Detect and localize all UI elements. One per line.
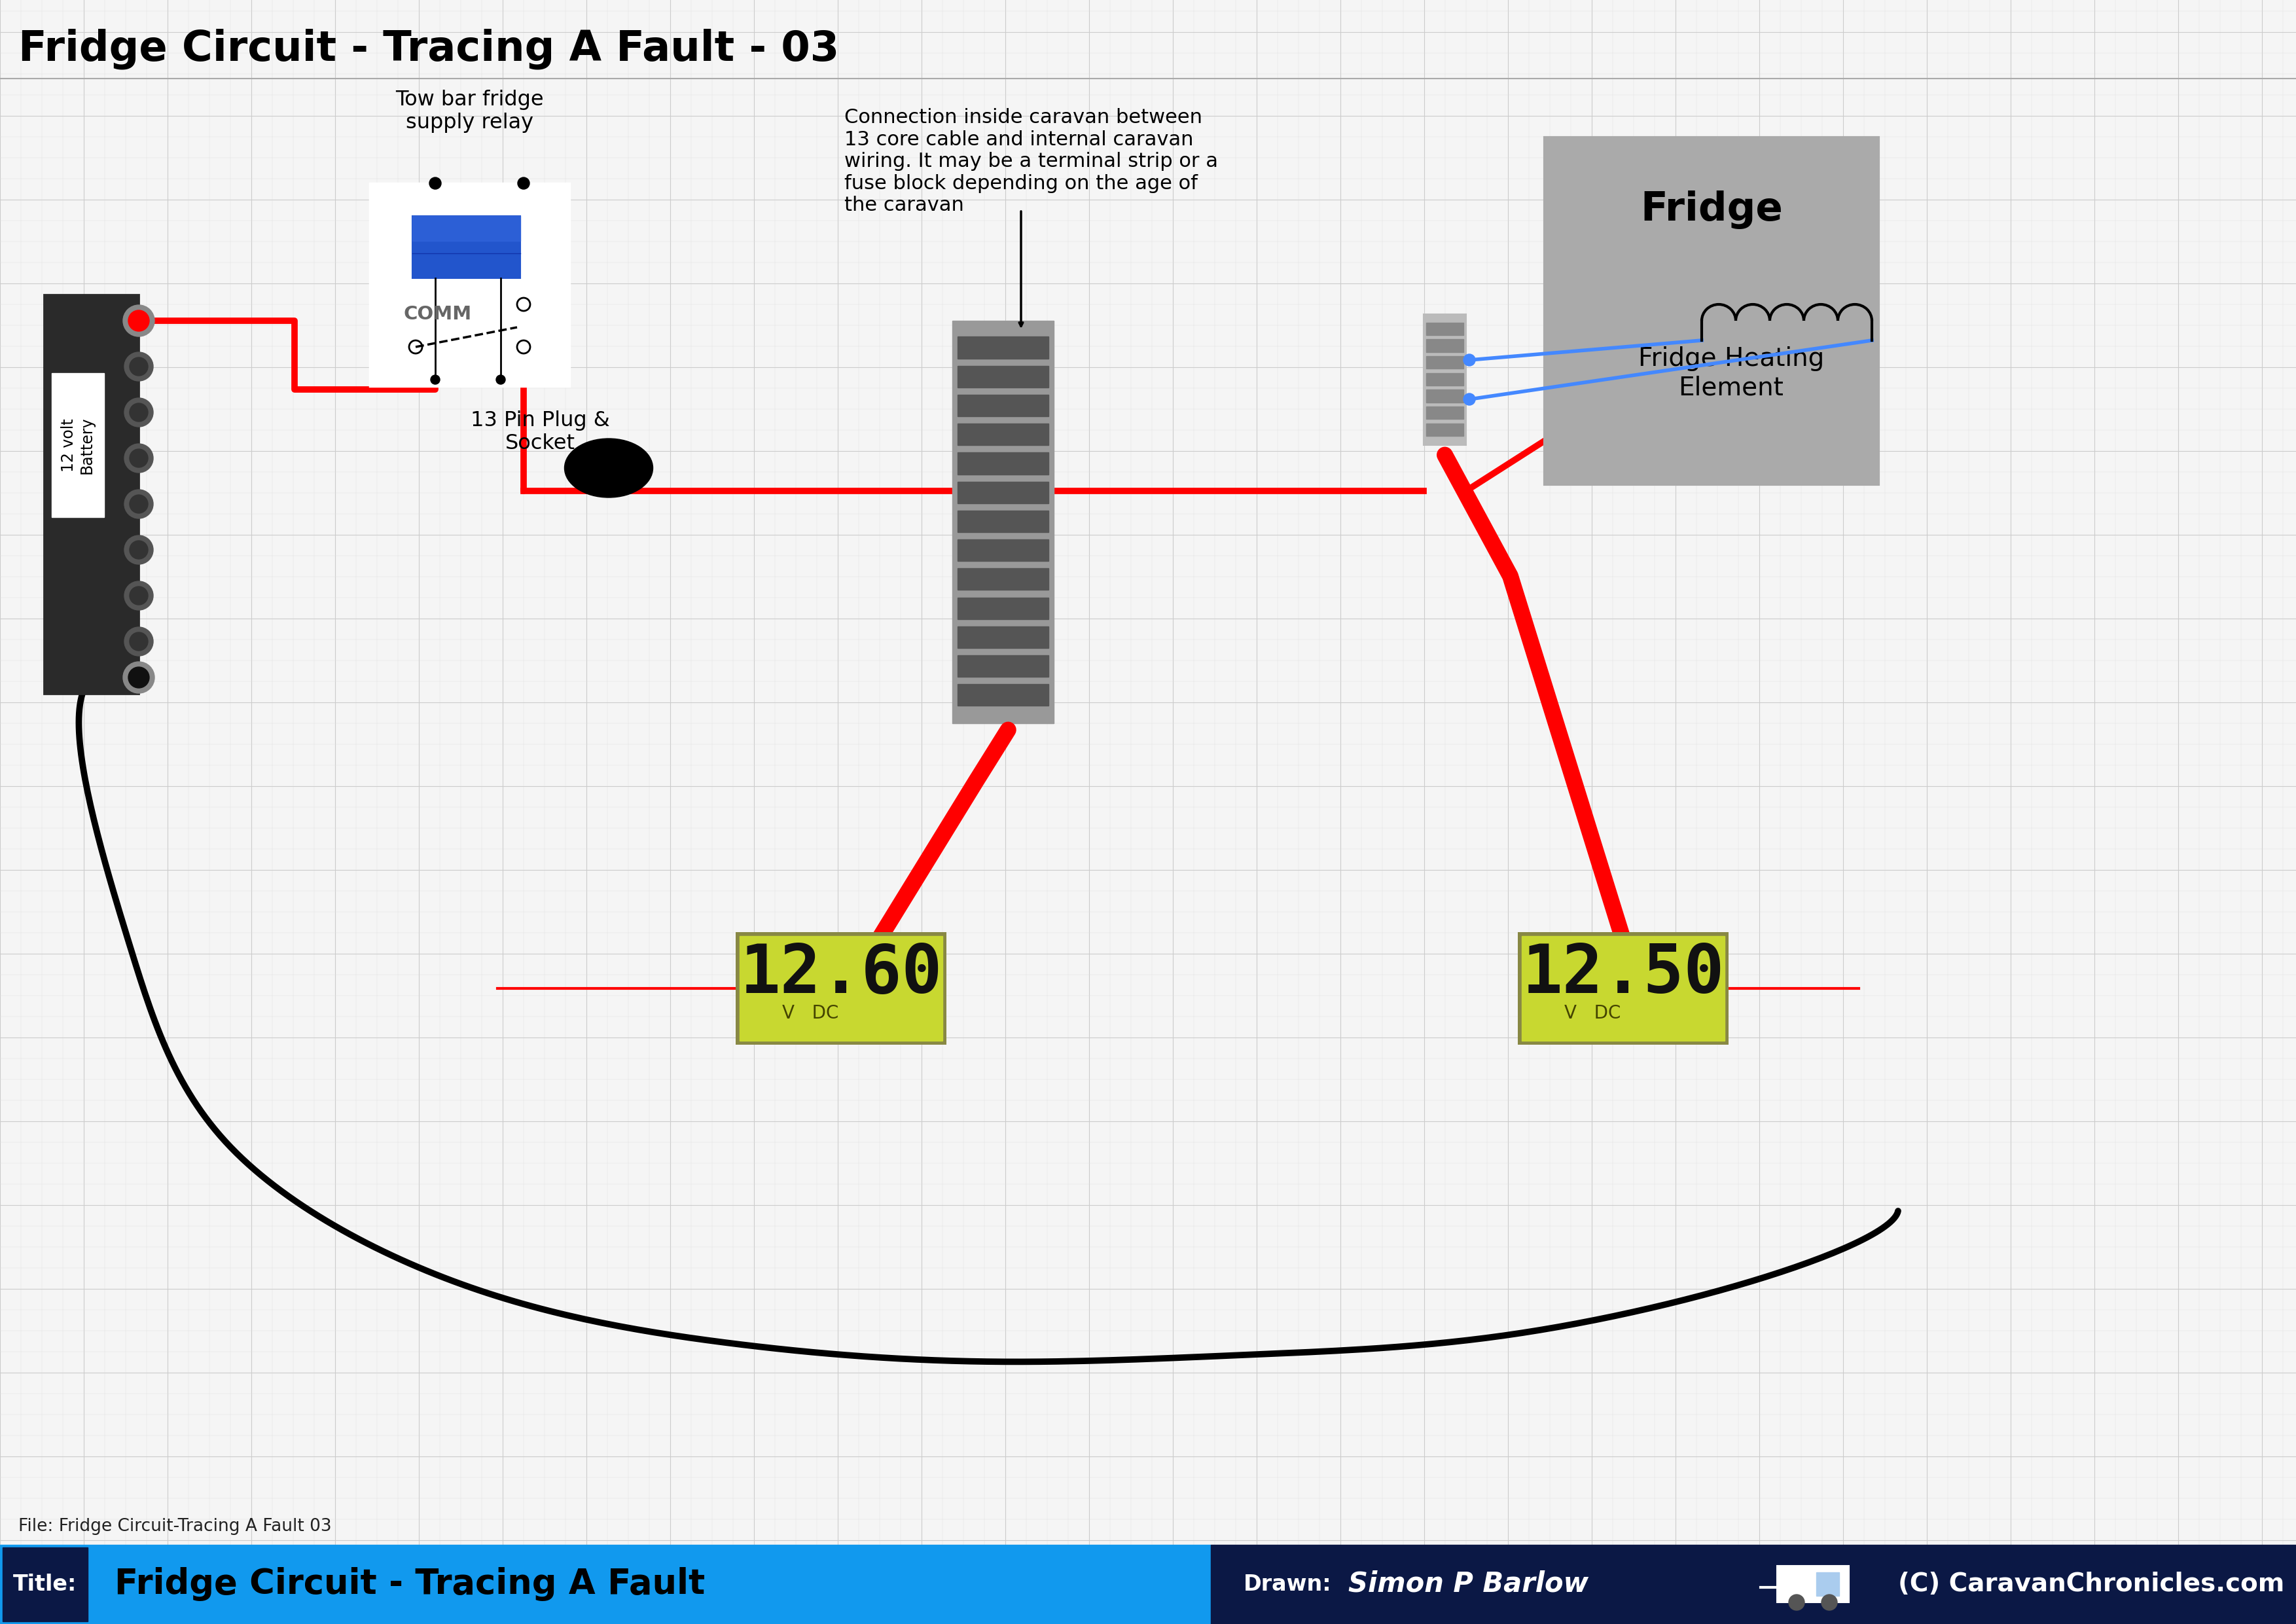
- Text: Tow bar fridge
supply relay: Tow bar fridge supply relay: [395, 89, 544, 133]
- Bar: [957, 453, 1049, 474]
- Text: V   DC: V DC: [783, 1004, 838, 1023]
- Bar: [1426, 406, 1463, 419]
- Bar: [957, 365, 1049, 388]
- Text: 12 volt
Battery: 12 volt Battery: [62, 416, 94, 474]
- Circle shape: [129, 632, 147, 651]
- Text: COMM: COMM: [404, 305, 473, 323]
- Bar: [1426, 323, 1463, 335]
- Bar: [1426, 356, 1463, 369]
- Bar: [957, 598, 1049, 619]
- Bar: [413, 216, 521, 278]
- Circle shape: [1821, 1595, 1837, 1611]
- Circle shape: [129, 357, 147, 375]
- Text: Fridge Circuit - Tracing A Fault: Fridge Circuit - Tracing A Fault: [115, 1567, 705, 1601]
- Bar: [1426, 390, 1463, 403]
- Ellipse shape: [565, 438, 652, 497]
- Text: 13 Pin Plug &
Socket: 13 Pin Plug & Socket: [471, 411, 611, 453]
- Text: Fridge: Fridge: [1639, 190, 1782, 229]
- Text: Simon P Barlow: Simon P Barlow: [1348, 1570, 1589, 1598]
- Circle shape: [124, 581, 154, 611]
- Bar: [957, 539, 1049, 562]
- Circle shape: [129, 495, 147, 513]
- Text: V   DC: V DC: [1564, 1004, 1621, 1023]
- Bar: [739, 935, 941, 1041]
- Bar: [1518, 932, 1729, 1044]
- Bar: [44, 294, 138, 693]
- Circle shape: [1463, 354, 1476, 365]
- Bar: [1816, 1572, 1839, 1596]
- Circle shape: [124, 627, 154, 656]
- Bar: [735, 932, 946, 1044]
- Bar: [957, 395, 1049, 416]
- Circle shape: [129, 586, 147, 604]
- Bar: [957, 627, 1049, 648]
- Bar: [957, 336, 1049, 359]
- Circle shape: [129, 667, 149, 689]
- Circle shape: [496, 375, 505, 385]
- Circle shape: [124, 443, 154, 473]
- Bar: [0, 1544, 1210, 1624]
- Text: Fridge Circuit - Tracing A Fault - 03: Fridge Circuit - Tracing A Fault - 03: [18, 29, 840, 70]
- Circle shape: [124, 307, 154, 335]
- Circle shape: [1463, 393, 1476, 404]
- Text: Fridge Heating
Element: Fridge Heating Element: [1637, 346, 1825, 400]
- Circle shape: [124, 305, 154, 336]
- Bar: [370, 184, 569, 387]
- Circle shape: [1789, 1595, 1805, 1611]
- Bar: [1545, 138, 1878, 484]
- Bar: [2, 1548, 87, 1621]
- Bar: [1777, 1566, 1848, 1603]
- Text: Connection inside caravan between
13 core cable and internal caravan
wiring. It : Connection inside caravan between 13 cor…: [845, 109, 1219, 214]
- Bar: [1426, 374, 1463, 385]
- Bar: [53, 374, 103, 516]
- Circle shape: [124, 398, 154, 427]
- Circle shape: [517, 177, 530, 188]
- Bar: [957, 481, 1049, 503]
- Bar: [413, 216, 521, 240]
- Text: (C) CaravanChronicles.com: (C) CaravanChronicles.com: [1899, 1572, 2285, 1596]
- Text: Title:: Title:: [14, 1574, 78, 1595]
- Circle shape: [129, 312, 147, 330]
- Bar: [957, 684, 1049, 706]
- Circle shape: [129, 450, 147, 468]
- Circle shape: [129, 310, 149, 331]
- Text: 12.50: 12.50: [1522, 942, 1724, 1007]
- Bar: [1426, 424, 1463, 435]
- Bar: [957, 424, 1049, 445]
- Text: Drawn:: Drawn:: [1244, 1574, 1332, 1595]
- Text: File: Fridge Circuit-Tracing A Fault 03: File: Fridge Circuit-Tracing A Fault 03: [18, 1518, 331, 1535]
- Circle shape: [124, 489, 154, 518]
- Circle shape: [129, 669, 147, 687]
- Bar: [957, 654, 1049, 677]
- Bar: [1210, 1544, 2296, 1624]
- Bar: [1522, 935, 1724, 1041]
- Circle shape: [129, 541, 147, 559]
- Bar: [957, 510, 1049, 533]
- Circle shape: [129, 403, 147, 422]
- Circle shape: [429, 177, 441, 188]
- Circle shape: [124, 663, 154, 692]
- Circle shape: [432, 375, 441, 385]
- Text: 12.60: 12.60: [739, 942, 941, 1007]
- Circle shape: [124, 536, 154, 564]
- Circle shape: [124, 661, 154, 693]
- Circle shape: [124, 352, 154, 382]
- Bar: [957, 568, 1049, 590]
- Bar: [953, 322, 1054, 723]
- Bar: [1426, 339, 1463, 352]
- Bar: [1424, 313, 1467, 445]
